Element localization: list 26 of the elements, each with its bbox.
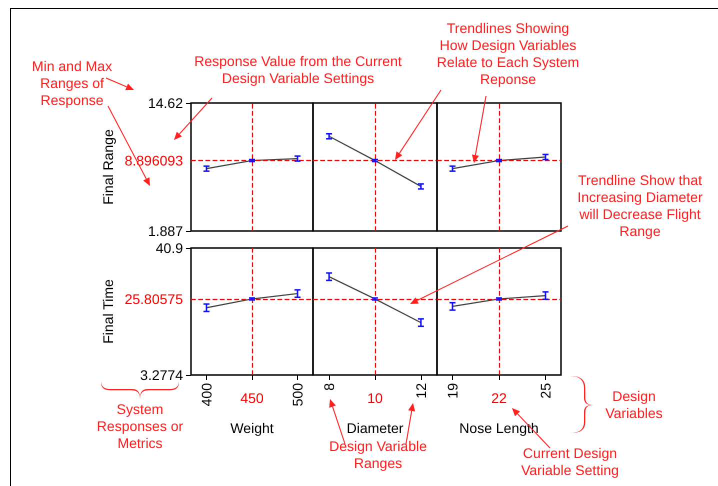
- y-axis-title: Final Time: [100, 279, 116, 344]
- x-tick-label: 19: [444, 382, 460, 399]
- text: Trendline Show that Increasing Diameter will Decrease Flight Range: [576, 172, 704, 240]
- text: Current Design Variable Setting: [520, 445, 620, 479]
- x-tick-label: 8: [321, 382, 338, 391]
- x-axis-title: Weight: [230, 420, 274, 436]
- x-tick-label: 12: [412, 382, 429, 399]
- ref-line-label: 10: [367, 390, 383, 406]
- x-tick-label: 25: [538, 382, 554, 399]
- text: Design Variable Ranges: [328, 438, 428, 472]
- text: System Responses or Metrics: [96, 401, 184, 451]
- text: Trendlines Showing How Design Variables Relate to Each System Reponse: [436, 20, 580, 87]
- x-tick-label: 500: [290, 382, 306, 406]
- x-axis-title: Diameter: [346, 420, 404, 436]
- text: Design Variables: [605, 388, 663, 421]
- x-tick-label: 400: [198, 382, 214, 406]
- ref-line-label: 450: [240, 390, 264, 406]
- y-tick-label: 3.2774: [140, 367, 184, 383]
- ref-line-label: 22: [491, 390, 507, 406]
- y-tick-label: 40.9: [156, 240, 184, 256]
- text: Response Value from the Current Design Variable Settings: [193, 53, 403, 87]
- y-axis-title: Final Range: [100, 129, 116, 205]
- ref-line-label: 25.80575: [124, 290, 184, 307]
- text: Min and Max Ranges of Response: [32, 58, 112, 108]
- y-tick-label: 14.62: [148, 95, 184, 111]
- y-tick-label: 1.887: [148, 223, 184, 239]
